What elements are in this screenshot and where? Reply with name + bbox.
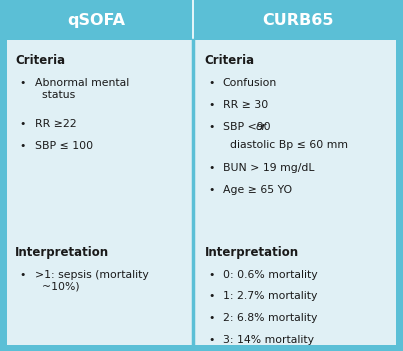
Text: 3: 14% mortality: 3: 14% mortality [223,335,314,345]
Text: Abnormal mental
  status: Abnormal mental status [35,78,130,100]
Text: Criteria: Criteria [15,54,65,67]
Text: 1: 2.7% mortality: 1: 2.7% mortality [223,291,317,302]
Text: >1: sepsis (mortality
  ~10%): >1: sepsis (mortality ~10%) [35,270,149,291]
Text: •: • [19,141,26,151]
Text: •: • [209,185,215,195]
Text: CURB65: CURB65 [262,13,334,28]
Text: •: • [209,335,215,345]
Text: RR ≥22: RR ≥22 [35,119,77,130]
Text: BUN > 19 mg/dL: BUN > 19 mg/dL [223,163,314,173]
Text: Interpretation: Interpretation [15,246,110,259]
Text: SBP <90: SBP <90 [223,122,274,132]
Text: 0: 0.6% mortality: 0: 0.6% mortality [223,270,318,280]
Text: •: • [19,78,26,88]
Text: Criteria: Criteria [205,54,255,67]
FancyBboxPatch shape [0,0,403,40]
Text: 2: 6.8% mortality: 2: 6.8% mortality [223,313,317,323]
Text: •: • [209,270,215,280]
Text: RR ≥ 30: RR ≥ 30 [223,100,268,110]
Text: diastolic Bp ≤ 60 mm: diastolic Bp ≤ 60 mm [223,140,348,150]
Text: •: • [19,270,26,280]
Text: •: • [209,122,215,132]
Text: •: • [209,78,215,88]
Text: •: • [209,100,215,110]
Text: Confusion: Confusion [223,78,277,88]
Text: Interpretation: Interpretation [205,246,299,259]
Text: •: • [209,163,215,173]
Text: •: • [209,313,215,323]
Text: SBP ≤ 100: SBP ≤ 100 [35,141,93,151]
Text: or: or [256,122,267,132]
Text: qSOFA: qSOFA [68,13,126,28]
Text: Age ≥ 65 YO: Age ≥ 65 YO [223,185,292,195]
Text: •: • [209,291,215,302]
Text: •: • [19,119,26,130]
FancyBboxPatch shape [7,40,396,345]
